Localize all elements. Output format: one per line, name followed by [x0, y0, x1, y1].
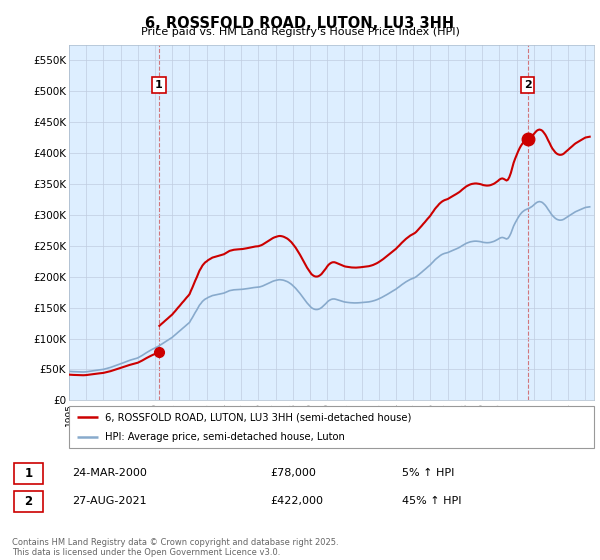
Text: £78,000: £78,000 [270, 468, 316, 478]
Text: 1: 1 [25, 467, 32, 480]
Text: 2: 2 [524, 80, 532, 90]
Text: HPI: Average price, semi-detached house, Luton: HPI: Average price, semi-detached house,… [105, 432, 344, 442]
FancyBboxPatch shape [69, 406, 594, 448]
Text: £422,000: £422,000 [270, 496, 323, 506]
Text: 27-AUG-2021: 27-AUG-2021 [72, 496, 146, 506]
FancyBboxPatch shape [14, 463, 43, 484]
Text: Price paid vs. HM Land Registry's House Price Index (HPI): Price paid vs. HM Land Registry's House … [140, 27, 460, 37]
FancyBboxPatch shape [14, 491, 43, 512]
Text: 6, ROSSFOLD ROAD, LUTON, LU3 3HH (semi-detached house): 6, ROSSFOLD ROAD, LUTON, LU3 3HH (semi-d… [105, 412, 411, 422]
Text: Contains HM Land Registry data © Crown copyright and database right 2025.
This d: Contains HM Land Registry data © Crown c… [12, 538, 338, 557]
Text: 6, ROSSFOLD ROAD, LUTON, LU3 3HH: 6, ROSSFOLD ROAD, LUTON, LU3 3HH [145, 16, 455, 31]
Text: 24-MAR-2000: 24-MAR-2000 [72, 468, 147, 478]
Text: 45% ↑ HPI: 45% ↑ HPI [402, 496, 461, 506]
Text: 1: 1 [155, 80, 163, 90]
Text: 2: 2 [25, 495, 32, 508]
Text: 5% ↑ HPI: 5% ↑ HPI [402, 468, 454, 478]
